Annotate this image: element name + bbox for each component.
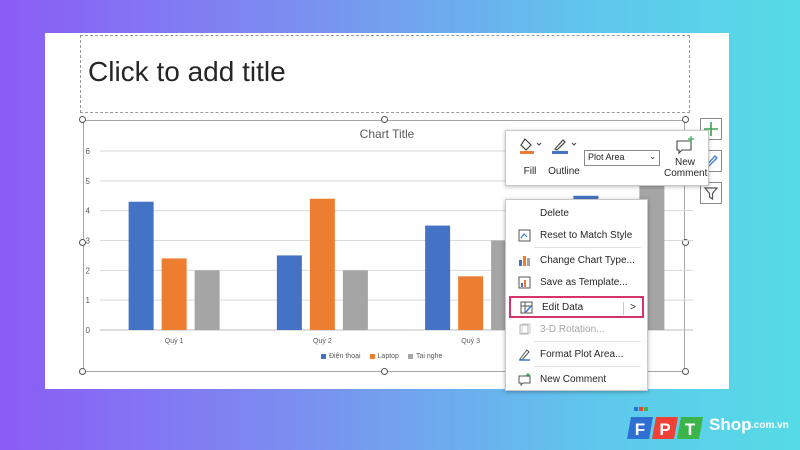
legend-swatch-icon — [321, 354, 326, 359]
chart-elements-icon — [704, 122, 718, 136]
svg-text:T: T — [685, 420, 696, 439]
paint-bucket-icon — [520, 138, 542, 154]
y-tick-label: 2 — [86, 266, 91, 275]
chart-resize-handle-tl[interactable] — [79, 116, 86, 123]
menu-item-label: Save as Template... — [540, 276, 628, 288]
menu-separator — [534, 366, 641, 367]
x-tick-label: Quý 3 — [461, 338, 480, 345]
chart-title[interactable]: Chart Title — [359, 127, 415, 141]
save-template-icon — [517, 275, 531, 289]
menu-item-label: Change Chart Type... — [540, 254, 635, 266]
bar[interactable] — [425, 225, 451, 330]
delete-icon — [517, 206, 531, 220]
legend-swatch-icon — [369, 354, 375, 359]
chart-element-select[interactable]: Plot Area ⌄ — [584, 150, 660, 166]
edit-data-icon — [519, 300, 533, 314]
legend-item-tai-nghe: Tai nghe — [407, 353, 443, 360]
chart-legend[interactable]: Điện thoại Laptop Tai nghe — [321, 353, 442, 360]
submenu-divider — [623, 302, 624, 315]
pencil-outline-icon — [552, 139, 577, 154]
title-placeholder[interactable]: Click to add title — [80, 35, 690, 113]
logo-shop-text: Shop — [709, 415, 752, 434]
chart-resize-handle-mr[interactable] — [682, 239, 689, 246]
logo-domain-text: .com.vn — [751, 420, 789, 431]
rotation-icon — [517, 322, 531, 336]
chart-resize-handle-br[interactable] — [682, 368, 689, 375]
chart-filters-button[interactable] — [700, 182, 722, 204]
x-tick-label: Quý 1 — [165, 338, 184, 345]
chart-element-select-value: Plot Area — [588, 152, 625, 162]
fill-label: Fill — [523, 166, 537, 177]
chart-resize-handle-tm[interactable] — [381, 116, 388, 123]
menu-item-new-comment[interactable]: New Comment — [509, 368, 644, 390]
chart-resize-handle-bl[interactable] — [79, 368, 86, 375]
fill-button[interactable]: Fill — [514, 137, 546, 177]
title-placeholder-text: Click to add title — [88, 56, 286, 87]
menu-item-change-chart-type[interactable]: Change Chart Type... — [509, 249, 644, 271]
bar[interactable] — [128, 201, 154, 330]
mini-toolbar: Fill Outline Plot Area ⌄ New Comment — [505, 130, 709, 186]
chart-type-icon — [517, 253, 531, 267]
chart-filters-icon — [703, 187, 719, 201]
bar[interactable] — [161, 258, 187, 330]
outline-button[interactable]: Outline — [546, 137, 582, 177]
menu-item-reset-style[interactable]: Reset to Match Style — [509, 224, 644, 246]
menu-item-format-plot-area[interactable]: Format Plot Area... — [509, 343, 644, 365]
chevron-down-icon: ⌄ — [649, 152, 656, 161]
outline-label: Outline — [548, 166, 580, 177]
bar[interactable] — [342, 270, 368, 330]
reset-style-icon — [517, 228, 531, 242]
menu-item-label: Reset to Match Style — [540, 229, 633, 241]
chart-resize-handle-tr[interactable] — [682, 116, 689, 123]
menu-item-edit-data[interactable]: Edit Data > — [509, 296, 644, 318]
legend-label: Điện thoại — [329, 353, 361, 360]
menu-item-label: New Comment — [540, 373, 607, 385]
bar[interactable] — [276, 255, 302, 330]
legend-item-dien-thoai: Điện thoại — [321, 353, 361, 360]
new-comment-icon — [676, 136, 694, 155]
y-tick-label: 4 — [86, 207, 91, 216]
bar[interactable] — [309, 198, 335, 330]
menu-separator — [534, 341, 641, 342]
chart-resize-handle-bm[interactable] — [381, 368, 388, 375]
comment-icon — [517, 372, 531, 386]
menu-item-save-template[interactable]: Save as Template... — [509, 271, 644, 293]
menu-item-label: 3-D Rotation... — [540, 323, 605, 335]
menu-item-label: Edit Data — [542, 301, 584, 313]
y-tick-label: 5 — [86, 177, 91, 186]
menu-item-label: Format Plot Area... — [540, 348, 624, 360]
legend-label: Tai nghe — [415, 353, 443, 360]
menu-separator — [534, 247, 641, 248]
x-tick-label: Quý 2 — [313, 338, 332, 345]
bar[interactable] — [458, 276, 484, 330]
legend-swatch-icon — [407, 354, 413, 359]
menu-item-3d-rotation: 3-D Rotation... — [509, 318, 644, 340]
svg-text:P: P — [659, 420, 670, 439]
svg-text:F: F — [635, 420, 645, 439]
chart-resize-handle-ml[interactable] — [79, 239, 86, 246]
legend-item-laptop: Laptop — [369, 353, 399, 360]
context-menu: Delete Reset to Match Style Change Chart… — [505, 199, 648, 391]
legend-label: Laptop — [377, 353, 399, 360]
y-tick-label: 3 — [86, 237, 91, 246]
menu-item-label: Delete — [540, 207, 569, 219]
fpt-logo-icon: F P T — [627, 407, 703, 439]
fpt-shop-logo: F P T Shop .com.vn — [627, 405, 793, 445]
y-tick-label: 6 — [86, 147, 91, 156]
new-comment-button[interactable]: New Comment — [664, 135, 708, 179]
new-comment-label-2: Comment — [664, 168, 708, 179]
chevron-right-icon[interactable]: > — [630, 302, 636, 313]
format-area-icon — [517, 347, 531, 361]
new-comment-label-1: New — [674, 157, 695, 168]
y-tick-label: 0 — [86, 326, 91, 335]
bar[interactable] — [194, 270, 220, 330]
y-tick-label: 1 — [86, 296, 91, 305]
menu-item-delete[interactable]: Delete — [509, 202, 644, 224]
